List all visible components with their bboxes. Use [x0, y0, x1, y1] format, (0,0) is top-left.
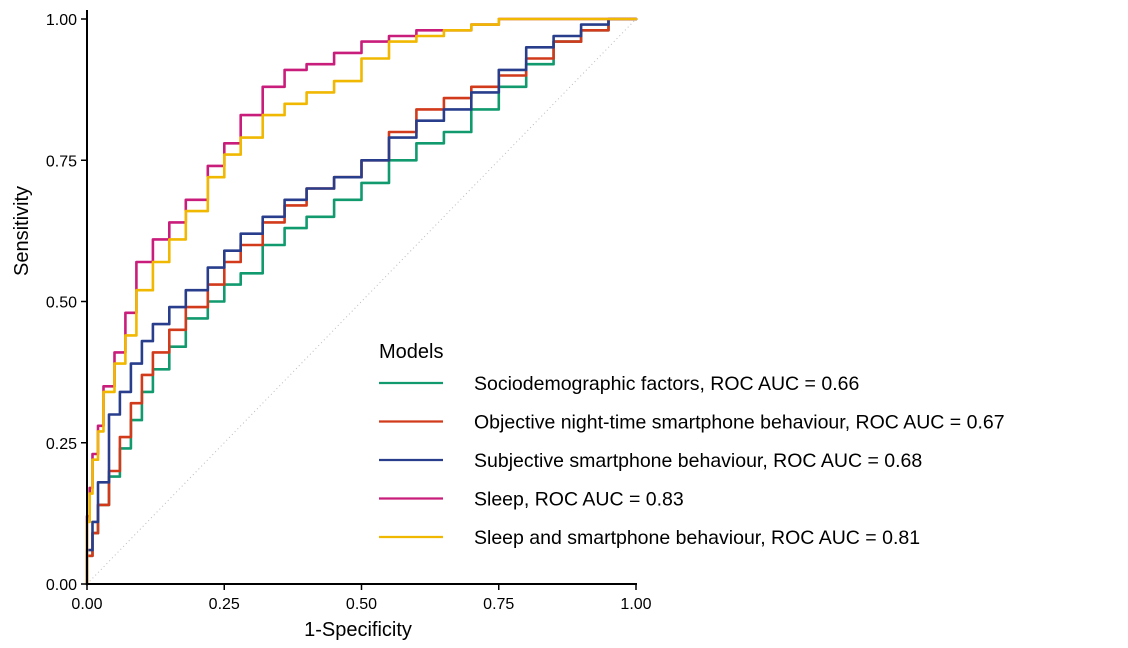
legend-label-1: Sociodemographic factors, ROC AUC = 0.66: [474, 373, 859, 395]
x-tick-label: 1.00: [620, 596, 651, 613]
y-tick-label: 1.00: [46, 12, 77, 29]
x-tick-label: 0.00: [71, 596, 102, 613]
y-tick-label: 0.25: [46, 436, 77, 453]
x-axis-title: 1-Specificity: [304, 619, 412, 641]
y-tick-label: 0.00: [46, 577, 77, 594]
legend-label-5: Sleep and smartphone behaviour, ROC AUC …: [474, 527, 920, 549]
y-axis-title: Sensitivity: [11, 186, 33, 276]
legend-label-3: Subjective smartphone behaviour, ROC AUC…: [474, 450, 922, 472]
x-tick-label: 0.25: [209, 596, 240, 613]
y-tick-label: 0.50: [46, 295, 77, 312]
x-tick-label: 0.75: [483, 596, 514, 613]
legend-label-4: Sleep, ROC AUC = 0.83: [474, 489, 684, 511]
chance-line: [86, 18, 637, 585]
y-axis-ticks: 0.00 0.25 0.50 0.75 1.00: [46, 12, 87, 594]
x-tick-label: 0.50: [346, 596, 377, 613]
y-tick-label: 0.75: [46, 153, 77, 170]
reference-diagonal: [86, 18, 637, 585]
legend: Models Sociodemographic factors, ROC AUC…: [379, 341, 1005, 549]
x-axis-ticks: 0.00 0.25 0.50 0.75 1.00: [71, 584, 652, 613]
series-line-5: [85, 17, 638, 586]
legend-label-2: Objective night-time smartphone behaviou…: [474, 412, 1005, 434]
series-lines: [85, 17, 638, 586]
series-line-3: [85, 17, 638, 586]
legend-title: Models: [379, 341, 443, 363]
legend-entries: Sociodemographic factors, ROC AUC = 0.66…: [379, 373, 1005, 549]
